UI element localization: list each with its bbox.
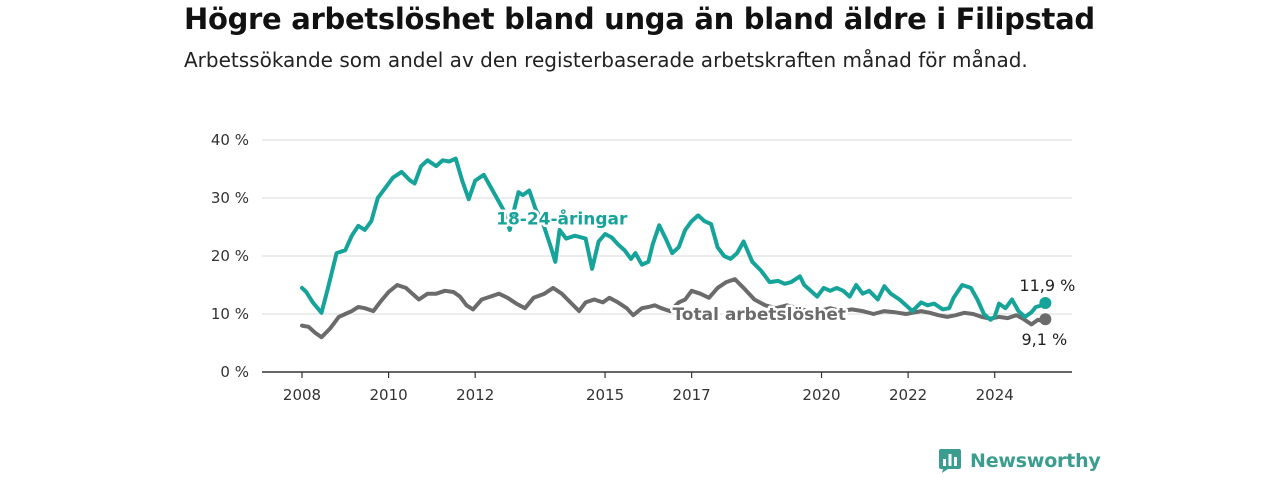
y-axis-ticks: 0 % 10 % 20 % 30 % 40 %	[211, 131, 249, 381]
end-point-total	[1039, 313, 1052, 326]
y-tick-label: 0 %	[220, 363, 249, 381]
end-label-youth: 11,9 %	[1019, 276, 1075, 295]
brand-name: Newsworthy	[970, 450, 1101, 472]
x-tick-label: 2008	[283, 386, 321, 404]
y-tick-label: 30 %	[211, 189, 249, 207]
x-tick-label: 2010	[369, 386, 407, 404]
x-axis-ticks: 2008 2010 2012 2015 2017 2020 2022 2024	[283, 372, 1014, 404]
end-point-youth	[1039, 296, 1052, 309]
chart-title: Högre arbetslöshet bland unga än bland ä…	[184, 2, 1095, 36]
y-tick-label: 40 %	[211, 131, 249, 149]
series-line-youth	[300, 156, 1048, 322]
series-label-youth: 18-24-åringar	[496, 207, 628, 229]
bar-chart-icon	[939, 449, 961, 473]
x-tick-label: 2020	[802, 386, 840, 404]
chart-subtitle: Arbetssökande som andel av den registerb…	[184, 48, 1028, 72]
y-tick-label: 10 %	[211, 305, 249, 323]
series-line-total	[300, 277, 1048, 340]
gridlines	[262, 139, 1072, 373]
newsworthy-logo: Newsworthy	[938, 448, 1101, 474]
x-tick-label: 2015	[586, 386, 624, 404]
x-tick-label: 2022	[889, 386, 927, 404]
series-labels: 18-24-åringar Total arbetslöshet 11,9 % 9,1…	[494, 205, 1076, 349]
x-tick-label: 2017	[673, 386, 711, 404]
y-tick-label: 20 %	[211, 247, 249, 265]
series-label-total: Total arbetslöshet	[672, 305, 846, 325]
x-tick-label: 2012	[456, 386, 494, 404]
end-label-total: 9,1 %	[1021, 330, 1067, 349]
series-lines	[300, 156, 1052, 340]
x-tick-label: 2024	[976, 386, 1014, 404]
